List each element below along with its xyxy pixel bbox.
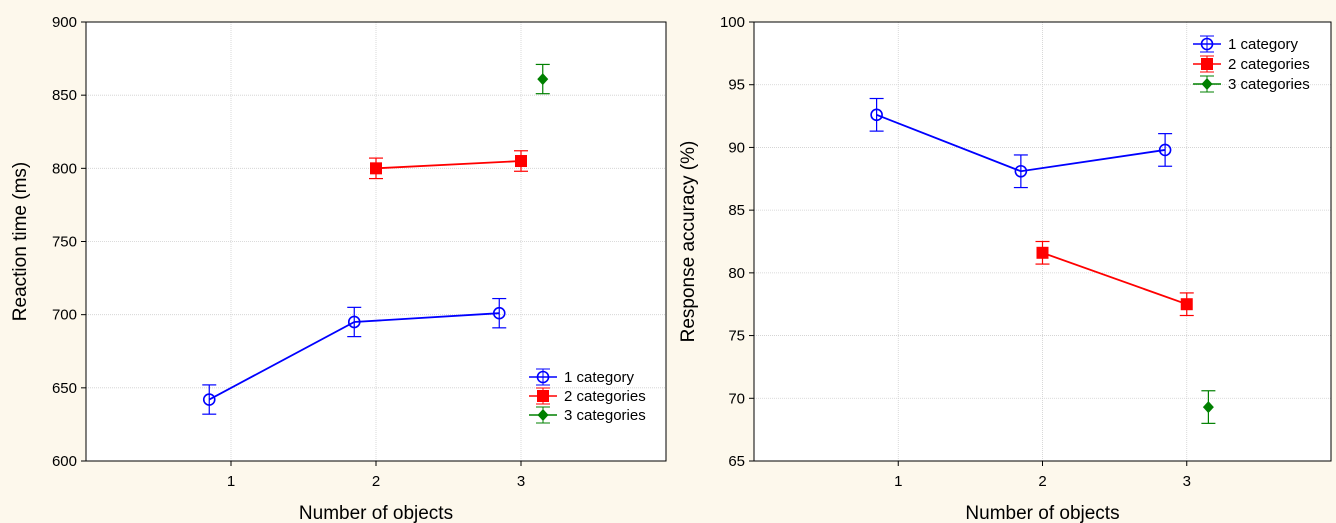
legend-entry-1-category: 1 category xyxy=(529,368,635,386)
x-tick-label: 3 xyxy=(1183,473,1191,490)
legend-marker xyxy=(1201,58,1213,70)
x-tick-label: 2 xyxy=(1038,473,1046,490)
y-tick-label: 700 xyxy=(52,307,77,324)
series-line xyxy=(1042,251,1188,306)
x-tick-label: 1 xyxy=(894,473,902,490)
legend-label: 3 categories xyxy=(1228,76,1310,93)
y-tick-label: 600 xyxy=(52,453,77,470)
y-axis-label: Reaction time (ms) xyxy=(10,162,31,321)
plot-frame xyxy=(753,21,1332,462)
legend-entry-3-categories: 3 categories xyxy=(529,406,646,424)
legend-label: 1 category xyxy=(564,369,635,386)
data-point xyxy=(1202,401,1214,414)
data-point xyxy=(202,393,216,406)
series-3-categories xyxy=(535,63,550,95)
y-tick-label: 650 xyxy=(52,380,77,397)
legend-entry-2-categories: 2 categories xyxy=(1193,55,1310,73)
series-line xyxy=(375,160,522,170)
data-point xyxy=(492,306,506,320)
y-axis-label: Response accuracy (%) xyxy=(678,141,699,343)
data-point xyxy=(347,315,361,329)
reaction-time-panel: 600 650 700 750 800 850 900 1 2 3 Number of object… xyxy=(10,14,667,523)
response-accuracy-panel: 65 70 75 80 85 90 95 100 1 2 3 Number of objects Res… xyxy=(678,14,1332,523)
data-point xyxy=(515,155,527,168)
legend: 1 category 2 categories 3 categories xyxy=(529,368,646,424)
y-tick-label: 850 xyxy=(52,87,77,104)
y-tick-label: 80 xyxy=(728,265,745,282)
legend-marker xyxy=(537,409,549,421)
series-2-categories xyxy=(369,150,528,180)
data-point xyxy=(1158,143,1172,157)
data-point xyxy=(870,108,883,122)
legend-marker xyxy=(1200,37,1214,51)
series-3-categories xyxy=(1201,390,1216,424)
y-tick-label: 750 xyxy=(52,234,77,251)
y-tick-label: 800 xyxy=(52,160,77,177)
series-1-category xyxy=(202,297,507,415)
legend-label: 3 categories xyxy=(564,407,646,424)
x-axis-label: Number of objects xyxy=(299,503,453,523)
y-tick-label: 90 xyxy=(728,139,745,156)
legend-marker xyxy=(1201,78,1213,90)
y-tick-label: 75 xyxy=(728,328,745,345)
data-point xyxy=(370,162,382,175)
x-tick-label: 2 xyxy=(372,473,380,490)
legend: 1 category 2 categories 3 categories xyxy=(1193,35,1310,93)
y-tick-label: 900 xyxy=(52,14,77,31)
series-2-categories xyxy=(1035,240,1194,317)
legend-entry-3-categories: 3 categories xyxy=(1193,75,1310,93)
legend-entry-1-category: 1 category xyxy=(1193,35,1299,53)
legend-label: 2 categories xyxy=(1228,56,1310,73)
data-point xyxy=(537,73,549,86)
y-tick-label: 70 xyxy=(728,390,745,407)
series-1-category xyxy=(869,97,1173,189)
x-tick-label: 1 xyxy=(227,473,235,490)
x-axis-label: Number of objects xyxy=(965,503,1119,523)
data-point xyxy=(1014,164,1028,178)
data-point xyxy=(1036,246,1049,259)
legend-label: 1 category xyxy=(1228,36,1299,53)
y-tick-label: 65 xyxy=(728,453,745,470)
legend-marker xyxy=(537,390,549,402)
y-tick-label: 95 xyxy=(728,77,745,94)
data-point xyxy=(1180,298,1193,311)
x-tick-label: 3 xyxy=(517,473,525,490)
plot-frame xyxy=(85,21,667,462)
y-tick-label: 100 xyxy=(720,14,745,31)
legend-entry-2-categories: 2 categories xyxy=(529,387,646,405)
y-tick-label: 85 xyxy=(728,202,745,219)
legend-label: 2 categories xyxy=(564,388,646,405)
legend-marker xyxy=(536,370,550,384)
